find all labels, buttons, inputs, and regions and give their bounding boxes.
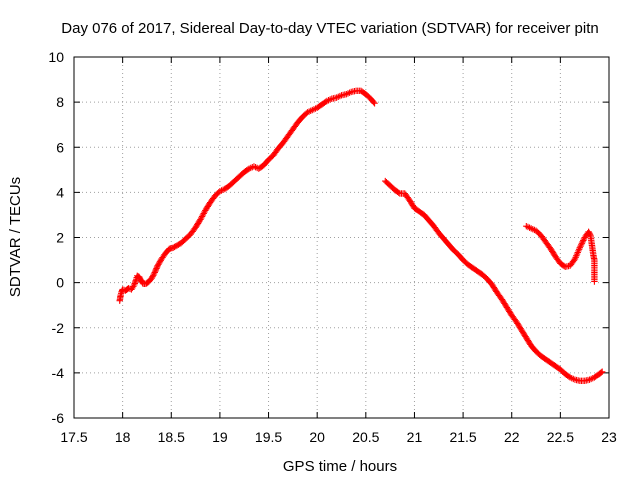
data-point bbox=[586, 230, 594, 238]
data-point bbox=[150, 270, 158, 278]
data-point bbox=[151, 269, 158, 276]
x-tick-label: 20.5 bbox=[352, 429, 379, 445]
x-tick-label: 18 bbox=[115, 429, 131, 445]
data-point bbox=[153, 265, 160, 272]
data-point bbox=[578, 240, 586, 247]
data-point bbox=[156, 259, 163, 267]
data-point bbox=[154, 262, 161, 269]
data-point bbox=[576, 244, 584, 251]
data-point bbox=[149, 273, 156, 280]
data-point bbox=[156, 258, 164, 265]
y-tick-label: 6 bbox=[56, 139, 64, 155]
data-point bbox=[579, 238, 586, 246]
y-tick-label: 10 bbox=[48, 49, 64, 65]
x-tick-label: 21.5 bbox=[449, 429, 476, 445]
x-tick-label: 22.5 bbox=[547, 429, 574, 445]
grid bbox=[74, 57, 609, 418]
data-point bbox=[155, 261, 162, 268]
data-point bbox=[130, 283, 137, 290]
data-point bbox=[598, 368, 606, 375]
series-segment-3 bbox=[523, 223, 598, 285]
data-point bbox=[598, 369, 605, 376]
data-point bbox=[371, 100, 378, 107]
series-segment-2 bbox=[382, 177, 606, 384]
data-point bbox=[153, 263, 161, 271]
data-point bbox=[370, 98, 377, 106]
x-tick-label: 17.5 bbox=[60, 429, 87, 445]
y-tick-label: 2 bbox=[56, 230, 64, 246]
data-point bbox=[578, 241, 585, 248]
data-point bbox=[395, 189, 402, 196]
x-axis-label: GPS time / hours bbox=[283, 458, 397, 475]
y-tick-label: 8 bbox=[56, 94, 64, 110]
x-tick-label: 23 bbox=[601, 429, 617, 445]
data-point bbox=[150, 272, 157, 279]
data-point bbox=[577, 243, 584, 250]
y-tick-label: -6 bbox=[52, 410, 65, 426]
x-tick-label: 20 bbox=[309, 429, 325, 445]
data-point bbox=[252, 163, 259, 171]
chart-title: Day 076 of 2017, Sidereal Day-to-day VTE… bbox=[61, 20, 598, 37]
data-point bbox=[591, 278, 598, 285]
y-tick-label: -2 bbox=[52, 320, 65, 336]
y-axis: -6 -4 -2 0 2 4 6 8 10 bbox=[48, 49, 609, 426]
x-tick-label: 19 bbox=[212, 429, 228, 445]
y-tick-label: 0 bbox=[56, 275, 64, 291]
y-tick-label: -4 bbox=[52, 365, 65, 381]
data-point bbox=[152, 266, 160, 273]
y-axis-label: SDTVAR / TECUs bbox=[7, 177, 24, 297]
data-point bbox=[148, 274, 156, 282]
data-point bbox=[152, 267, 159, 275]
x-tick-label: 21 bbox=[407, 429, 423, 445]
series-segment-1 bbox=[116, 87, 378, 304]
data-point bbox=[580, 237, 587, 244]
x-tick-label: 19.5 bbox=[255, 429, 282, 445]
data-series bbox=[116, 87, 606, 384]
x-tick-label: 22 bbox=[504, 429, 520, 445]
y-tick-label: 4 bbox=[56, 184, 64, 200]
x-tick-label: 18.5 bbox=[158, 429, 185, 445]
x-axis: 17.5 18 18.5 19 19.5 20 20.5 21 21.5 22 22.5 23 bbox=[60, 57, 617, 445]
